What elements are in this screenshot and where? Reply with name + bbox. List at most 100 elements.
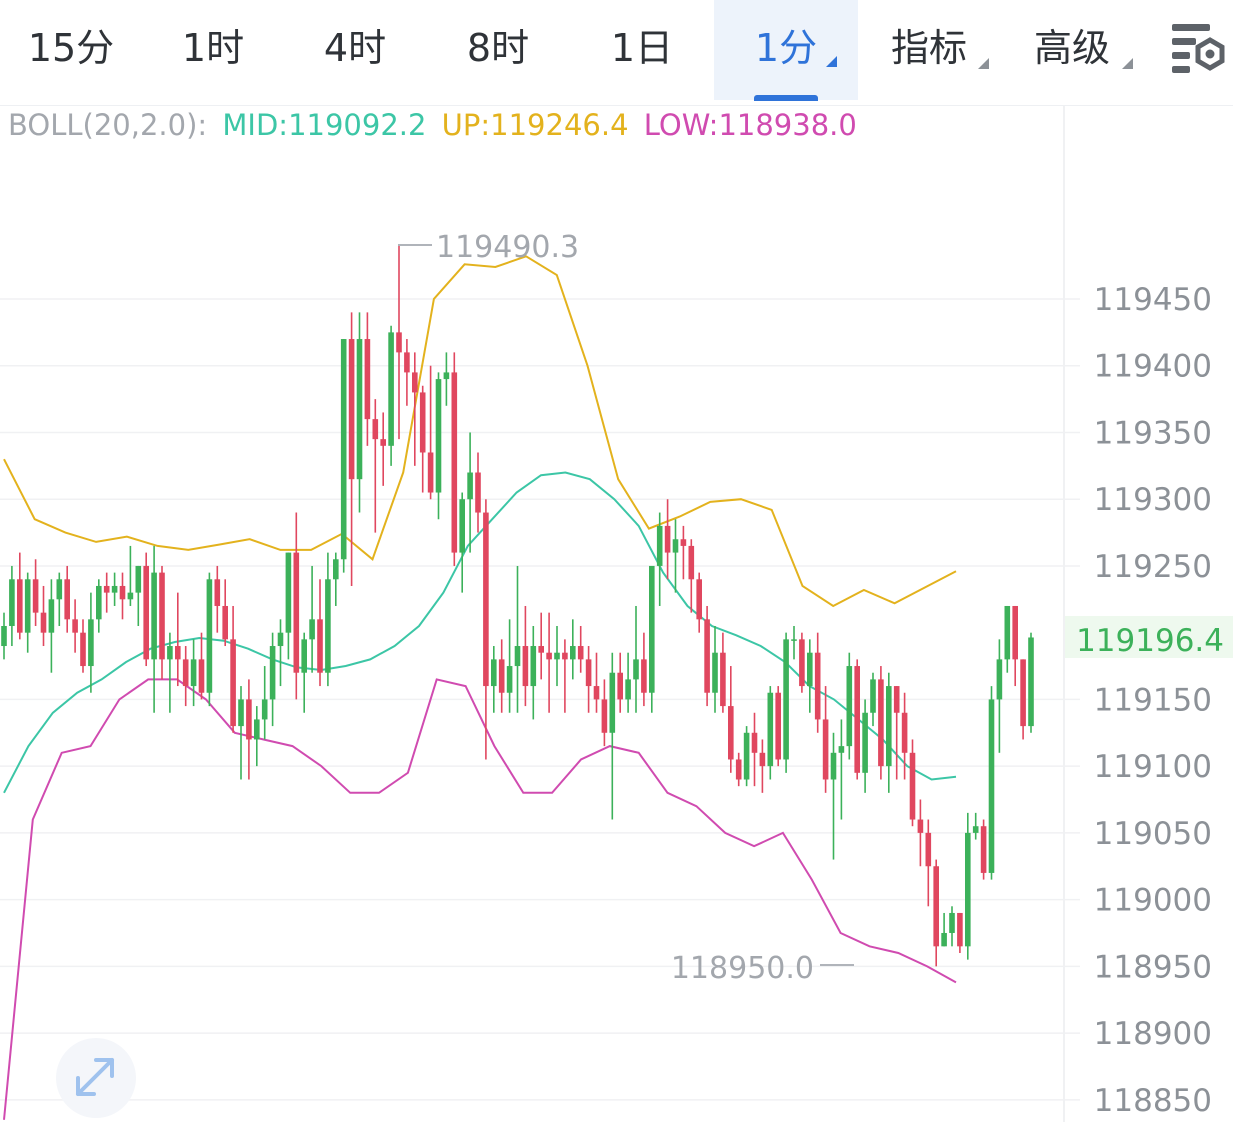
- dropdown-triangle-icon: [978, 58, 989, 69]
- tab-1hour[interactable]: 1时: [142, 0, 284, 100]
- candle-down: [427, 452, 434, 493]
- candle-up: [127, 592, 134, 600]
- candle-down: [538, 646, 544, 653]
- tab-label: 15分: [27, 26, 115, 70]
- price-axis-label: 119100: [1094, 749, 1212, 785]
- candle-down: [696, 579, 702, 620]
- candle-up: [743, 732, 750, 780]
- tab-15min[interactable]: 15分: [0, 0, 142, 100]
- price-axis-label: 119150: [1094, 682, 1212, 718]
- candle-down: [775, 692, 781, 760]
- candle-down: [617, 672, 623, 700]
- candle-up: [570, 646, 576, 660]
- candle-down: [396, 332, 402, 353]
- current-price-label: 119196.4: [1076, 623, 1224, 659]
- candle-down: [198, 659, 205, 693]
- candle-up: [791, 639, 797, 641]
- candle-up: [443, 372, 450, 380]
- expand-arrows-icon: [76, 1058, 114, 1096]
- candle-down: [688, 545, 695, 580]
- price-axis-label: 119450: [1094, 282, 1212, 318]
- chart-settings-button[interactable]: [1166, 18, 1230, 80]
- candle-down: [40, 612, 47, 633]
- boll-upper-value: UP:119246.4: [441, 108, 629, 142]
- candle-down: [143, 565, 149, 660]
- candle-up: [190, 659, 197, 687]
- low-annotation: 118950.0: [671, 951, 854, 986]
- candle-down: [175, 646, 181, 660]
- candle-down: [214, 579, 221, 606]
- advanced-dropdown[interactable]: 高级: [1000, 0, 1144, 100]
- high-annotation: 119490.3: [398, 230, 579, 265]
- price-axis-label: 119350: [1094, 415, 1212, 451]
- candle-down: [641, 659, 647, 693]
- candle-up: [767, 692, 774, 767]
- candle-down: [380, 439, 386, 446]
- active-tab-indicator: [754, 95, 818, 101]
- tab-label: 高级: [1033, 26, 1110, 70]
- candle-down: [80, 632, 86, 667]
- tab-1min-dropdown[interactable]: 1分: [714, 0, 858, 101]
- tab-1day[interactable]: 1日: [570, 0, 714, 100]
- candle-up: [435, 379, 442, 493]
- candle-down: [317, 619, 323, 673]
- candle-down: [917, 819, 924, 833]
- candle-up: [167, 646, 173, 660]
- tab-8hour[interactable]: 8时: [426, 0, 570, 100]
- candle-up: [56, 579, 63, 600]
- candle-down: [901, 712, 908, 753]
- boll-upper-band: [3, 255, 957, 608]
- boll-params-label: BOLL(20,2.0):: [8, 108, 208, 142]
- candle-down: [664, 525, 671, 553]
- fullscreen-button[interactable]: [56, 1038, 136, 1118]
- indicators-dropdown[interactable]: 指标: [858, 0, 1000, 100]
- candle-down: [735, 759, 742, 780]
- candlestick-chart[interactable]: 119450 119400 119350 119300 119250 119150 1191…: [0, 106, 1233, 1122]
- candle-up: [135, 565, 142, 593]
- candle-down: [704, 619, 710, 693]
- candle-up: [340, 339, 347, 560]
- low-price-label: 118950.0: [671, 951, 814, 986]
- candle-down: [593, 686, 600, 700]
- candle-up: [886, 686, 892, 767]
- price-axis-label: 118950: [1094, 949, 1212, 985]
- candle-up: [965, 832, 971, 947]
- candle-down: [909, 752, 916, 820]
- candle-up: [941, 932, 947, 947]
- candle-up: [656, 525, 663, 566]
- candle-up: [807, 652, 813, 687]
- tab-4hour[interactable]: 4时: [284, 0, 426, 100]
- price-axis-label: 119250: [1094, 549, 1212, 585]
- candle-down: [419, 392, 426, 453]
- candle-up: [1, 626, 7, 647]
- dropdown-triangle-icon: [1122, 58, 1133, 69]
- candle-up: [9, 579, 15, 627]
- candle-down: [293, 552, 300, 673]
- candle-down: [404, 352, 410, 373]
- candle-down: [933, 866, 939, 947]
- candle-up: [672, 539, 679, 553]
- candle-up: [712, 652, 718, 693]
- tab-label: 指标: [890, 26, 967, 70]
- candle-up: [261, 699, 268, 720]
- candle-down: [372, 419, 379, 440]
- candle-up: [783, 639, 789, 760]
- candle-down: [577, 646, 584, 660]
- candle-down: [878, 679, 884, 767]
- high-price-label: 119490.3: [436, 230, 579, 265]
- candle-down: [957, 912, 963, 947]
- candle-down: [230, 639, 236, 727]
- candle-up: [238, 699, 244, 727]
- candle-down: [799, 639, 805, 687]
- candle-down: [601, 699, 608, 733]
- price-axis-label: 119300: [1094, 482, 1212, 518]
- tab-label: 8时: [466, 26, 530, 70]
- candle-down: [451, 372, 458, 553]
- candle-up: [1028, 637, 1034, 727]
- candle-up: [151, 572, 157, 660]
- candle-up: [325, 579, 331, 673]
- boll-lower-band: [3, 678, 957, 1120]
- candle-up: [48, 599, 55, 633]
- candle-up: [269, 646, 276, 700]
- candle-down: [522, 646, 529, 687]
